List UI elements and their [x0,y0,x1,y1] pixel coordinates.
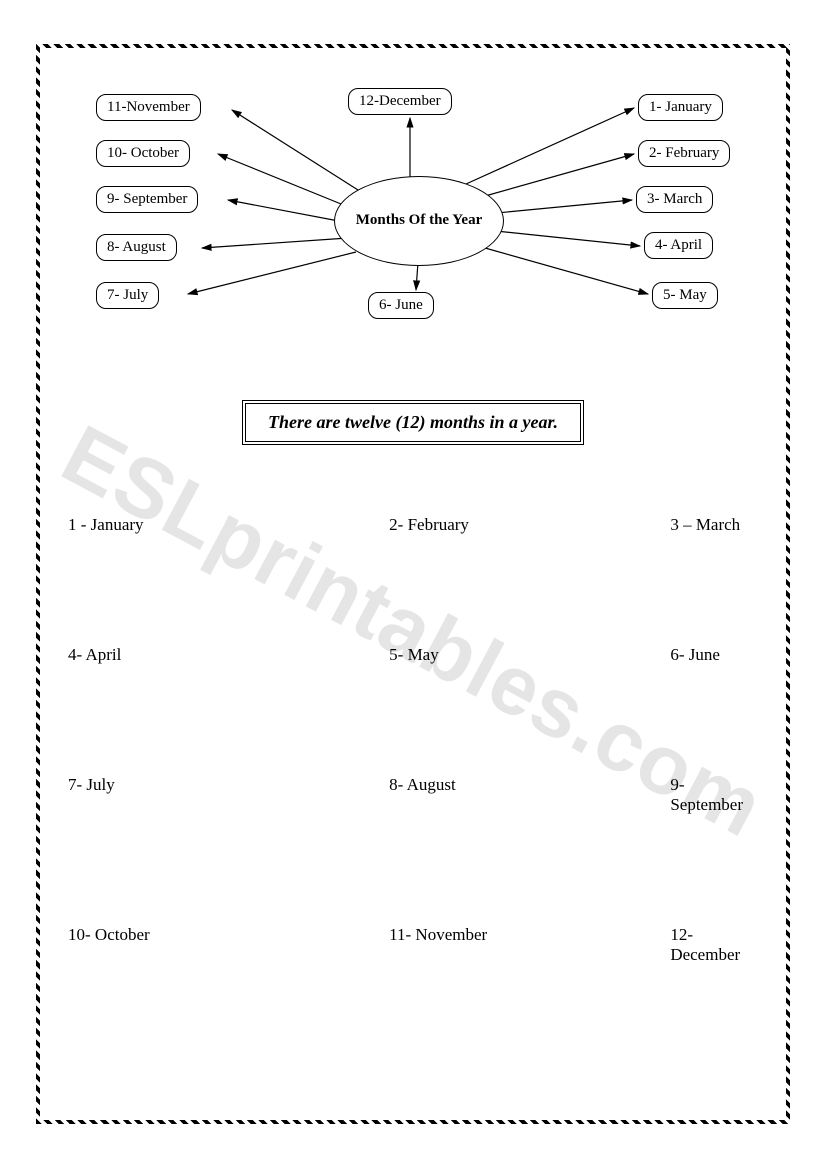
mindmap-arrow [232,110,358,190]
mindmap-arrow [228,200,344,222]
statement-container: There are twelve (12) months in a year. [58,400,768,445]
mindmap-node: 10- October [96,140,190,167]
list-item: 9- September [530,775,758,815]
months-mindmap: Months Of the Year 1- January 2- February 3… [58,66,768,376]
mindmap-center: Months Of the Year [334,176,504,266]
list-row: 7- July8- August9- September [68,775,758,815]
list-item: 8- August [299,775,527,815]
list-item: 10- October [68,925,296,965]
list-row: 1 - January2- February3 – March [68,515,758,535]
mindmap-node: 8- August [96,234,177,261]
list-item: 5- May [299,645,527,665]
mindmap-node: 3- March [636,186,713,213]
mindmap-node: 4- April [644,232,713,259]
mindmap-arrow [188,252,356,294]
mindmap-arrow [486,200,632,214]
list-item: 1 - January [68,515,296,535]
list-item: 3 – March [530,515,758,535]
months-list: 1 - January2- February3 – March 4- April5… [58,515,768,965]
mindmap-node: 5- May [652,282,718,309]
mindmap-node: 6- June [368,292,434,319]
mindmap-arrow [416,262,418,290]
worksheet-page: Months Of the Year1- January2- February3… [36,44,790,1124]
mindmap-arrow [486,230,640,246]
statement-box: There are twelve (12) months in a year. [242,400,584,445]
list-row: 4- April5- May6- June [68,645,758,665]
list-item: 2- February [299,515,527,535]
mindmap-node: 11-November [96,94,201,121]
mindmap-node: 9- September [96,186,198,213]
mindmap-arrow [466,108,634,184]
list-item: 4- April [68,645,296,665]
mindmap-arrow [478,154,634,198]
mindmap-arrow [218,154,346,206]
mindmap-node: 12-December [348,88,452,115]
mindmap-node: 7- July [96,282,159,309]
list-row: 10- October11- November12- December [68,925,758,965]
list-item: 12- December [530,925,758,965]
list-item: 7- July [68,775,296,815]
mindmap-node: 2- February [638,140,730,167]
mindmap-node: 1- January [638,94,723,121]
list-item: 11- November [299,925,527,965]
list-item: 6- June [530,645,758,665]
mindmap-arrow [478,246,648,294]
mindmap-arrow [202,238,348,248]
